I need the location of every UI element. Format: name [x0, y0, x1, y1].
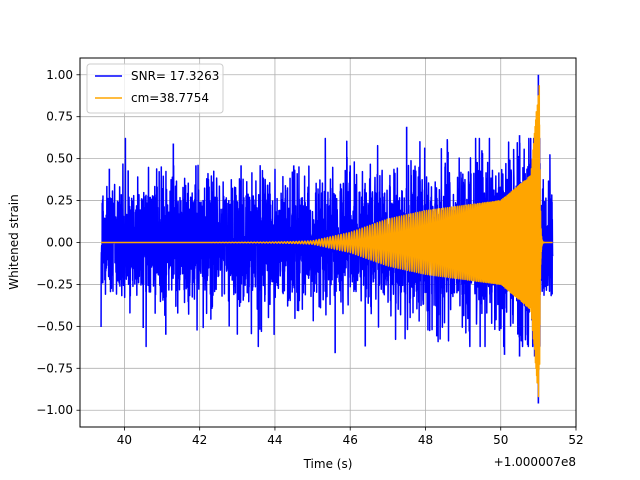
- x-axis-ticks: 40 42 44 46 48 50 52: [117, 427, 584, 447]
- x-tick-label: 44: [267, 433, 282, 447]
- x-tick-label: 40: [117, 433, 132, 447]
- legend-label-cm: cm=38.7754: [131, 91, 209, 105]
- y-tick-label: 0.75: [46, 110, 73, 124]
- y-axis-label: Whitened strain: [7, 194, 21, 290]
- legend-label-snr: SNR= 17.3263: [131, 69, 219, 83]
- x-tick-label: 42: [192, 433, 207, 447]
- x-tick-label: 48: [418, 433, 433, 447]
- y-tick-label: 0.50: [46, 152, 73, 166]
- y-tick-label: −0.75: [36, 361, 73, 375]
- x-tick-label: 46: [343, 433, 358, 447]
- x-tick-label: 50: [493, 433, 508, 447]
- x-tick-label: 52: [568, 433, 583, 447]
- y-tick-label: 1.00: [46, 68, 73, 82]
- series-line-cm: [100, 84, 554, 398]
- y-tick-label: −0.50: [36, 319, 73, 333]
- x-axis-label: Time (s): [303, 457, 353, 471]
- legend: SNR= 17.3263 cm=38.7754: [86, 63, 224, 114]
- y-tick-label: −1.00: [36, 403, 73, 417]
- series-layer: [100, 74, 554, 404]
- y-axis-ticks: −1.00 −0.75 −0.50 −0.25 0.00 0.25 0.50 0.75 1.00: [36, 68, 80, 417]
- y-tick-label: −0.25: [36, 277, 73, 291]
- x-axis-offset-label: +1.000007e8: [494, 455, 576, 469]
- y-tick-label: 0.00: [46, 236, 73, 250]
- y-tick-label: 0.25: [46, 194, 73, 208]
